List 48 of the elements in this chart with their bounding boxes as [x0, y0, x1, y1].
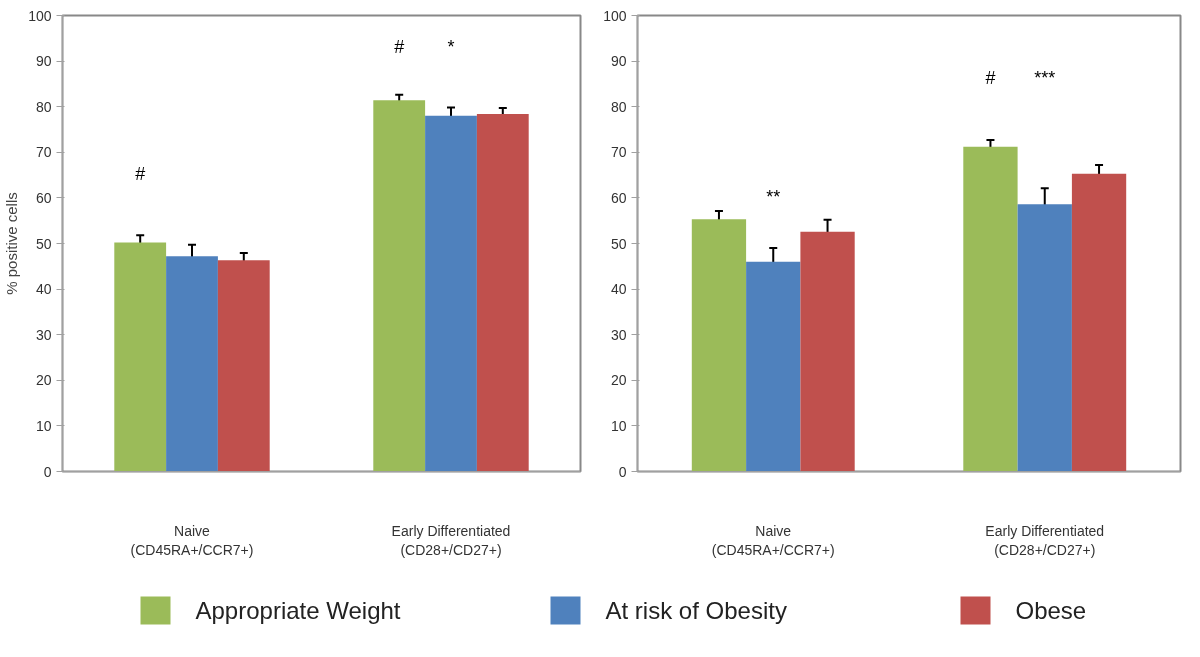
- y-tick-label: 0: [618, 463, 627, 480]
- x-tick-label: Naive (CD45RA+/CCR7+): [130, 522, 254, 558]
- bar: [800, 231, 855, 472]
- y-tick-label: 90: [610, 53, 627, 70]
- annotation: **: [766, 187, 781, 208]
- bar: [217, 260, 270, 472]
- y-tick-label: 80: [35, 98, 52, 115]
- y-tick-label: 70: [35, 144, 52, 161]
- annotation: #: [394, 36, 405, 57]
- bar: [373, 100, 426, 472]
- bar: [1071, 173, 1127, 472]
- bar: [746, 261, 801, 472]
- annotation: #: [135, 164, 146, 185]
- bar: [425, 115, 477, 472]
- y-tick-label: 20: [610, 372, 627, 389]
- bar: [691, 219, 747, 472]
- x-tick-label: Early Differentiated (CD28+/CD27+): [391, 522, 511, 558]
- y-tick-label: 20: [35, 372, 52, 389]
- bar: [963, 146, 1018, 472]
- y-tick-label: 90: [35, 53, 52, 70]
- y-tick-label: 100: [28, 7, 52, 24]
- bar: [114, 242, 167, 472]
- y-tick-label: 30: [35, 326, 52, 343]
- bar: [1017, 204, 1072, 472]
- annotation: ***: [1034, 68, 1056, 89]
- y-tick-label: 60: [610, 189, 627, 206]
- y-tick-label: 50: [610, 235, 627, 252]
- annotation: #: [985, 68, 996, 89]
- y-tick-label: 10: [610, 417, 627, 434]
- y-tick-label: 70: [610, 144, 627, 161]
- y-tick-label: 40: [610, 281, 627, 298]
- y-tick-label: 40: [35, 281, 52, 298]
- y-tick-label: 0: [43, 463, 52, 480]
- legend-label: Obese: [1015, 597, 1087, 624]
- y-tick-label: 80: [610, 98, 627, 115]
- y-axis-title: % positive cells: [3, 192, 21, 295]
- y-tick-label: 50: [35, 235, 52, 252]
- y-tick-label: 100: [603, 7, 627, 24]
- x-tick-label: Early Differentiated (CD28+/CD27+): [985, 522, 1105, 558]
- y-tick-label: 30: [610, 326, 627, 343]
- legend-label: At risk of Obesity: [605, 597, 787, 624]
- legend-label: Appropriate Weight: [195, 597, 401, 624]
- x-tick-label: Naive (CD45RA+/CCR7+): [711, 522, 835, 558]
- annotation: *: [447, 36, 455, 57]
- y-tick-label: 10: [35, 417, 52, 434]
- bar: [166, 256, 218, 472]
- bar: [476, 114, 529, 472]
- y-tick-label: 60: [35, 189, 52, 206]
